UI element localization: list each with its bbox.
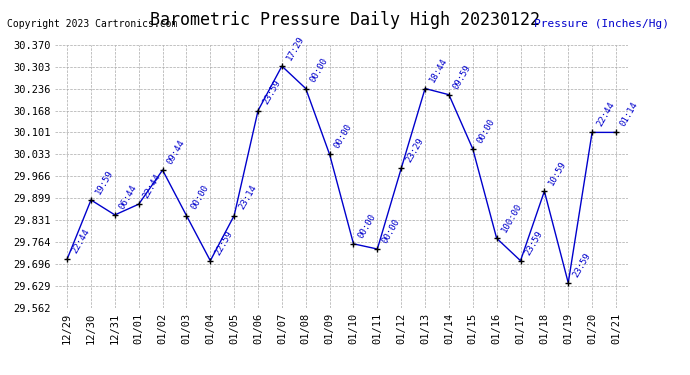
Text: 06:44: 06:44 <box>117 183 139 211</box>
Text: Pressure (Inches/Hg): Pressure (Inches/Hg) <box>534 19 669 29</box>
Text: 100:00: 100:00 <box>500 202 523 234</box>
Text: 23:14: 23:14 <box>237 184 258 211</box>
Text: Copyright 2023 Cartronics.com: Copyright 2023 Cartronics.com <box>7 19 177 29</box>
Text: 00:00: 00:00 <box>333 123 354 150</box>
Text: 22:44: 22:44 <box>141 172 163 200</box>
Text: 22:44: 22:44 <box>70 227 91 255</box>
Text: 00:00: 00:00 <box>308 57 330 84</box>
Text: 10:59: 10:59 <box>547 159 569 187</box>
Text: 23:59: 23:59 <box>523 229 544 256</box>
Text: 22:44: 22:44 <box>595 100 616 128</box>
Text: 09:59: 09:59 <box>452 63 473 90</box>
Text: 18:44: 18:44 <box>428 57 449 84</box>
Text: 23:59: 23:59 <box>261 79 282 106</box>
Text: 19:59: 19:59 <box>94 168 115 196</box>
Text: Barometric Pressure Daily High 20230122: Barometric Pressure Daily High 20230122 <box>150 11 540 29</box>
Text: 17:29: 17:29 <box>285 34 306 62</box>
Text: 00:00: 00:00 <box>356 212 377 240</box>
Text: 01:14: 01:14 <box>619 100 640 128</box>
Text: 00:00: 00:00 <box>380 217 402 245</box>
Text: 00:00: 00:00 <box>189 184 210 211</box>
Text: 22:59: 22:59 <box>213 229 235 256</box>
Text: 00:00: 00:00 <box>475 117 497 145</box>
Text: 23:29: 23:29 <box>404 136 425 164</box>
Text: 23:59: 23:59 <box>571 251 592 279</box>
Text: 09:44: 09:44 <box>166 138 186 166</box>
